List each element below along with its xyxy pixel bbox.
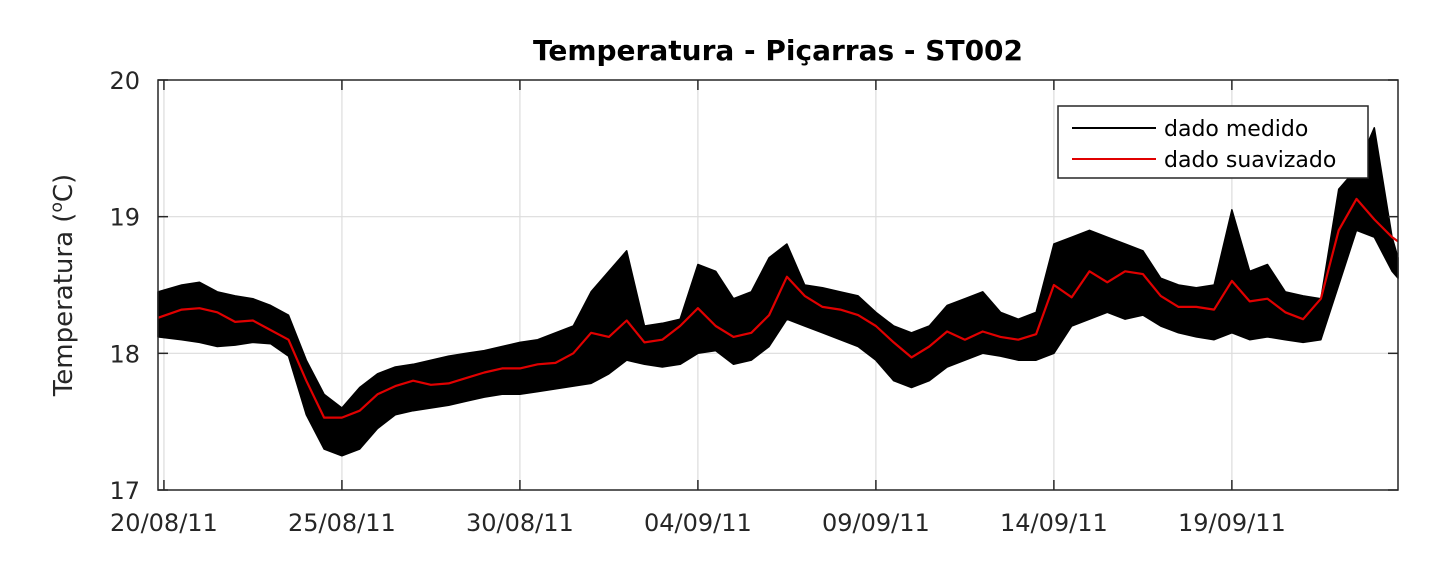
legend-box (1057, 105, 1369, 179)
series-dado-suavizado (157, 197, 1399, 419)
y-tick-label: 18 (109, 340, 140, 368)
y-tick-label: 20 (109, 67, 140, 95)
x-tick-label: 25/08/11 (288, 509, 396, 537)
legend: dado medido dado suavizado (1057, 105, 1369, 179)
axes-frame (157, 79, 1399, 491)
legend-label-dado-medido: dado medido (1164, 117, 1308, 142)
x-tick-label: 30/08/11 (466, 509, 574, 537)
x-tick-label: 20/08/11 (110, 509, 218, 537)
legend-label-dado-suavizado: dado suavizado (1164, 148, 1336, 173)
y-tick-label: 17 (109, 477, 140, 505)
y-axis-label: Temperatura (oC) (47, 174, 79, 397)
x-tick-label: 14/09/11 (1000, 509, 1108, 537)
y-axis-label-suffix: C) (49, 174, 79, 202)
y-axis-label-degree: o (47, 202, 67, 212)
chart-title: Temperatura - Piçarras - ST002 (533, 34, 1023, 67)
x-tick-label: 09/09/11 (822, 509, 930, 537)
ticks: 20/08/11 25/08/11 30/08/11 04/09/11 09/09/11… (109, 67, 1398, 537)
x-tick-label: 04/09/11 (644, 509, 752, 537)
y-tick-label: 19 (109, 204, 140, 232)
y-axis-label-prefix: Temperatura ( (49, 213, 79, 398)
x-tick-label: 19/09/11 (1178, 509, 1286, 537)
